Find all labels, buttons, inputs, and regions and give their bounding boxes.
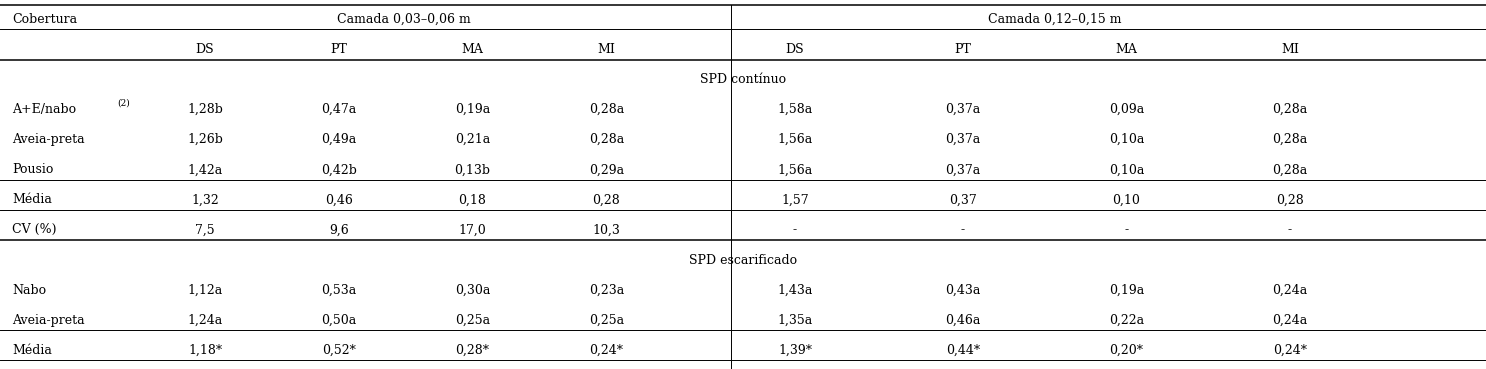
Text: -: - bbox=[1125, 224, 1128, 237]
Text: 0,18: 0,18 bbox=[459, 193, 486, 206]
Text: 1,32: 1,32 bbox=[192, 193, 218, 206]
Text: -: - bbox=[1288, 224, 1291, 237]
Text: PT: PT bbox=[954, 43, 972, 56]
Text: 0,37a: 0,37a bbox=[945, 103, 981, 116]
Text: 0,28*: 0,28* bbox=[456, 344, 489, 357]
Text: 0,13b: 0,13b bbox=[455, 163, 490, 176]
Text: 1,35a: 1,35a bbox=[777, 314, 813, 327]
Text: (2): (2) bbox=[117, 99, 131, 108]
Text: Média: Média bbox=[12, 344, 52, 357]
Text: Média: Média bbox=[12, 193, 52, 206]
Text: 0,49a: 0,49a bbox=[321, 133, 357, 146]
Text: Cobertura: Cobertura bbox=[12, 13, 77, 26]
Text: 1,43a: 1,43a bbox=[777, 284, 813, 297]
Text: 0,47a: 0,47a bbox=[321, 103, 357, 116]
Text: A+E/nabo: A+E/nabo bbox=[12, 103, 76, 116]
Text: -: - bbox=[794, 224, 796, 237]
Text: 0,19a: 0,19a bbox=[455, 103, 490, 116]
Text: SPD escarificado: SPD escarificado bbox=[690, 254, 796, 266]
Text: DS: DS bbox=[786, 43, 804, 56]
Text: 0,20*: 0,20* bbox=[1110, 344, 1143, 357]
Text: 9,6: 9,6 bbox=[328, 224, 349, 237]
Text: 0,24*: 0,24* bbox=[590, 344, 623, 357]
Text: 1,58a: 1,58a bbox=[777, 103, 813, 116]
Text: Aveia-preta: Aveia-preta bbox=[12, 314, 85, 327]
Text: Camada 0,03–0,06 m: Camada 0,03–0,06 m bbox=[337, 13, 471, 26]
Text: 1,28b: 1,28b bbox=[187, 103, 223, 116]
Text: 0,25a: 0,25a bbox=[588, 314, 624, 327]
Text: MA: MA bbox=[462, 43, 483, 56]
Text: 1,18*: 1,18* bbox=[189, 344, 221, 357]
Text: 0,10a: 0,10a bbox=[1109, 163, 1144, 176]
Text: 0,52*: 0,52* bbox=[322, 344, 355, 357]
Text: 0,46: 0,46 bbox=[325, 193, 352, 206]
Text: Nabo: Nabo bbox=[12, 284, 46, 297]
Text: 0,10: 0,10 bbox=[1113, 193, 1140, 206]
Text: 0,28a: 0,28a bbox=[1272, 133, 1308, 146]
Text: 0,28a: 0,28a bbox=[588, 133, 624, 146]
Text: 0,28a: 0,28a bbox=[1272, 103, 1308, 116]
Text: PT: PT bbox=[330, 43, 348, 56]
Text: 0,10a: 0,10a bbox=[1109, 133, 1144, 146]
Text: 17,0: 17,0 bbox=[459, 224, 486, 237]
Text: 0,09a: 0,09a bbox=[1109, 103, 1144, 116]
Text: 0,37a: 0,37a bbox=[945, 133, 981, 146]
Text: 1,26b: 1,26b bbox=[187, 133, 223, 146]
Text: -: - bbox=[961, 224, 964, 237]
Text: Pousio: Pousio bbox=[12, 163, 53, 176]
Text: MI: MI bbox=[597, 43, 615, 56]
Text: 10,3: 10,3 bbox=[593, 224, 620, 237]
Text: CV (%): CV (%) bbox=[12, 224, 56, 237]
Text: 1,24a: 1,24a bbox=[187, 314, 223, 327]
Text: 0,21a: 0,21a bbox=[455, 133, 490, 146]
Text: 0,44*: 0,44* bbox=[947, 344, 979, 357]
Text: 0,30a: 0,30a bbox=[455, 284, 490, 297]
Text: 0,37a: 0,37a bbox=[945, 163, 981, 176]
Text: MA: MA bbox=[1116, 43, 1137, 56]
Text: 0,28: 0,28 bbox=[1276, 193, 1303, 206]
Text: 0,25a: 0,25a bbox=[455, 314, 490, 327]
Text: 0,42b: 0,42b bbox=[321, 163, 357, 176]
Text: 0,24a: 0,24a bbox=[1272, 284, 1308, 297]
Text: 1,56a: 1,56a bbox=[777, 133, 813, 146]
Text: 7,5: 7,5 bbox=[195, 224, 215, 237]
Text: 0,50a: 0,50a bbox=[321, 314, 357, 327]
Text: 0,24*: 0,24* bbox=[1274, 344, 1306, 357]
Text: SPD contínuo: SPD contínuo bbox=[700, 73, 786, 86]
Text: 1,12a: 1,12a bbox=[187, 284, 223, 297]
Text: 0,22a: 0,22a bbox=[1109, 314, 1144, 327]
Text: 1,57: 1,57 bbox=[782, 193, 808, 206]
Text: 0,28: 0,28 bbox=[593, 193, 620, 206]
Text: 0,19a: 0,19a bbox=[1109, 284, 1144, 297]
Text: 0,28a: 0,28a bbox=[588, 103, 624, 116]
Text: 0,53a: 0,53a bbox=[321, 284, 357, 297]
Text: 0,29a: 0,29a bbox=[588, 163, 624, 176]
Text: 1,42a: 1,42a bbox=[187, 163, 223, 176]
Text: Aveia-preta: Aveia-preta bbox=[12, 133, 85, 146]
Text: DS: DS bbox=[196, 43, 214, 56]
Text: 1,39*: 1,39* bbox=[779, 344, 811, 357]
Text: 0,28a: 0,28a bbox=[1272, 163, 1308, 176]
Text: 0,24a: 0,24a bbox=[1272, 314, 1308, 327]
Text: 0,37: 0,37 bbox=[950, 193, 976, 206]
Text: Camada 0,12–0,15 m: Camada 0,12–0,15 m bbox=[988, 13, 1122, 26]
Text: 1,56a: 1,56a bbox=[777, 163, 813, 176]
Text: 0,43a: 0,43a bbox=[945, 284, 981, 297]
Text: 0,23a: 0,23a bbox=[588, 284, 624, 297]
Text: MI: MI bbox=[1281, 43, 1299, 56]
Text: 0,46a: 0,46a bbox=[945, 314, 981, 327]
